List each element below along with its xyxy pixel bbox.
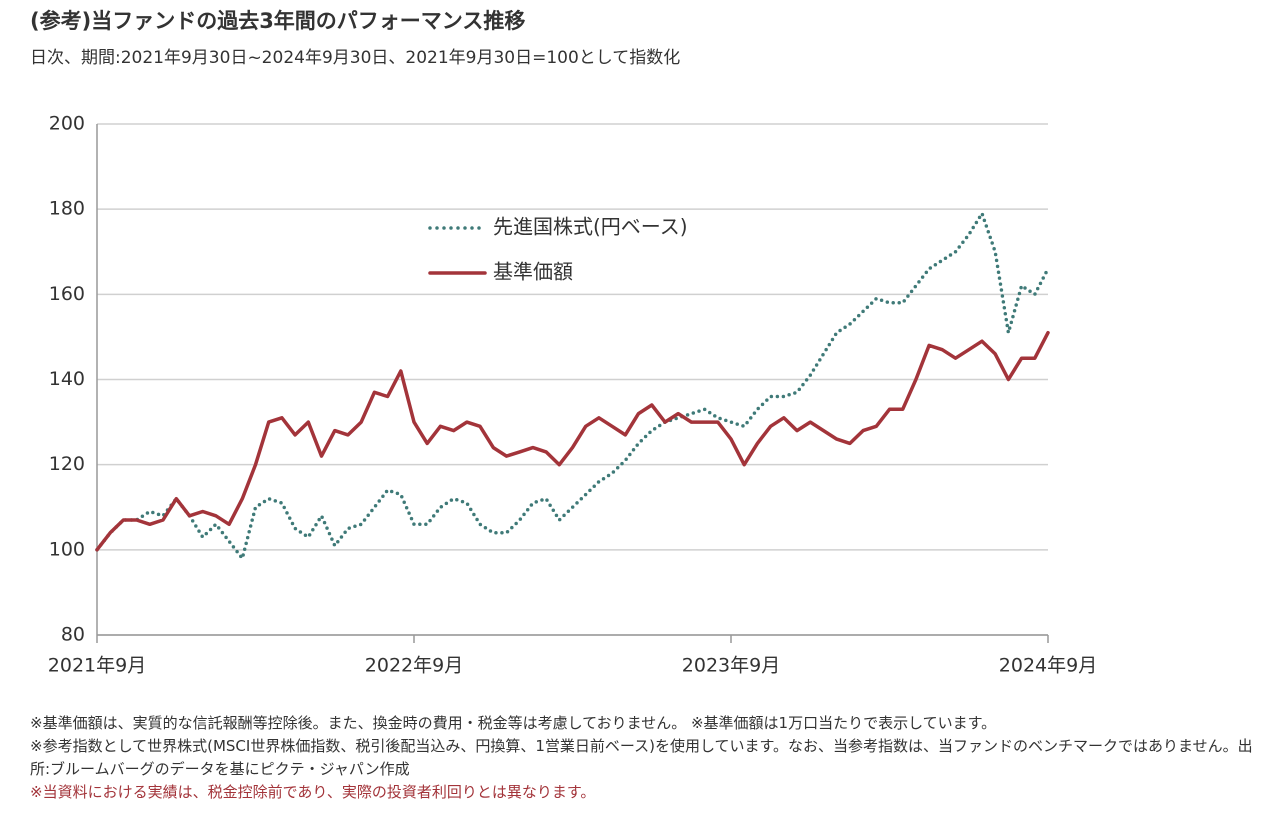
y-tick-label: 160 bbox=[49, 283, 85, 305]
y-tick-label: 140 bbox=[49, 368, 85, 390]
note: ※参考指数として世界株式(MSCI世界株価指数、税引後配当込み、円換算、1営業日… bbox=[30, 737, 1253, 778]
legend-label: 先進国株式(円ベース) bbox=[493, 215, 688, 239]
x-tick-label: 2023年9月 bbox=[682, 655, 780, 677]
y-tick-label: 180 bbox=[49, 198, 85, 220]
legend-label: 基準価額 bbox=[493, 260, 573, 284]
x-tick-label: 2024年9月 bbox=[999, 655, 1097, 677]
y-tick-label: 120 bbox=[49, 453, 85, 475]
y-tick-label: 200 bbox=[49, 113, 85, 135]
x-tick-label: 2021年9月 bbox=[48, 655, 146, 677]
series-line bbox=[95, 211, 1050, 561]
y-tick-label: 80 bbox=[61, 624, 85, 646]
note: ※基準価額は、実質的な信託報酬等控除後。また、換金時の費用・税金等は考慮しており… bbox=[30, 714, 997, 732]
chart: (参考)当ファンドの過去3年間のパフォーマンス推移 日次、期間:2021年9月3… bbox=[30, 9, 1097, 677]
note: ※当資料における実績は、税金控除前であり、実際の投資者利回りとは異なります。 bbox=[30, 783, 596, 801]
x-tick-label: 2022年9月 bbox=[365, 655, 463, 677]
chart-title: (参考)当ファンドの過去3年間のパフォーマンス推移 bbox=[30, 9, 525, 33]
y-tick-label: 100 bbox=[49, 538, 85, 560]
chart-subtitle: 日次、期間:2021年9月30日~2024年9月30日、2021年9月30日=1… bbox=[30, 48, 680, 68]
notes: ※基準価額は、実質的な信託報酬等控除後。また、換金時の費用・税金等は考慮しており… bbox=[30, 712, 1265, 804]
series-line bbox=[95, 330, 1050, 552]
